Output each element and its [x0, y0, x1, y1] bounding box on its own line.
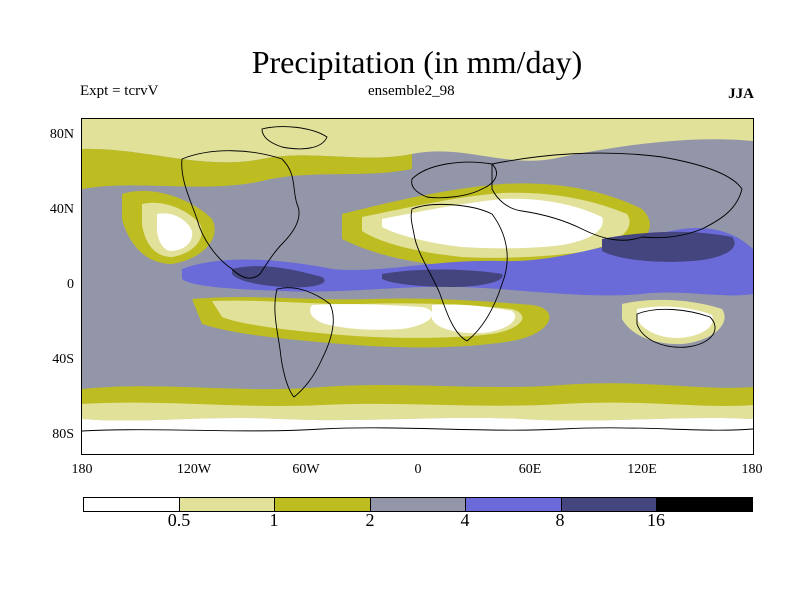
greenland-coast — [261, 126, 328, 150]
south-america-coast — [274, 287, 334, 398]
map-canvas — [82, 119, 753, 454]
precipitation-map — [81, 118, 754, 455]
warm-pool-dark — [602, 231, 735, 262]
x-tick-label: 180 — [71, 462, 93, 477]
y-tick-label: 0 — [67, 277, 74, 292]
colorbar-segment — [179, 498, 276, 511]
npac-white — [156, 213, 193, 251]
europe-coast — [411, 161, 497, 199]
sa-white — [310, 304, 433, 330]
x-tick-label: 0 — [414, 462, 422, 477]
southern-ocean-light — [82, 402, 753, 421]
y-tick-label: 80S — [52, 427, 74, 442]
itcz-band — [182, 228, 753, 296]
colorbar-label: 16 — [647, 510, 665, 530]
y-tick-label: 40N — [49, 202, 74, 217]
ensemble-label: ensemble2_98 — [368, 83, 455, 99]
australia-coast — [636, 308, 716, 348]
map-title: Precipitation (in mm/day) — [251, 44, 583, 80]
season-label: JJA — [728, 86, 754, 102]
colorbar-segment — [84, 498, 180, 511]
colorbar-label: 2 — [365, 510, 375, 530]
colorbar-label: 8 — [555, 510, 565, 530]
colorbar — [83, 497, 753, 512]
x-tick-label: 120E — [627, 462, 657, 477]
colorbar-segment — [275, 498, 371, 511]
colorbar-label: 0.5 — [167, 510, 191, 530]
x-tick-label: 120W — [176, 462, 212, 477]
experiment-label: Expt = tcrvV — [80, 83, 159, 99]
coastlines — [82, 126, 753, 432]
africa-coast — [410, 203, 508, 342]
colorbar-label: 4 — [460, 510, 470, 530]
sahara-white — [382, 198, 603, 249]
x-tick-label: 60W — [292, 462, 320, 477]
y-tick-label: 40S — [52, 352, 74, 367]
y-tick-label: 80N — [49, 127, 74, 142]
asia-coast — [491, 152, 743, 241]
colorbar-segment — [466, 498, 562, 511]
colorbar-segment — [370, 498, 467, 511]
colorbar-label: 1 — [269, 510, 279, 530]
itcz-dark-pacific — [232, 266, 325, 288]
north-america-coast — [181, 150, 300, 279]
x-tick-label: 60E — [518, 462, 542, 477]
colorbar-segment — [657, 498, 753, 511]
north-band — [82, 148, 412, 189]
itcz-dark-atlantic — [382, 269, 503, 287]
x-tick-label: 180 — [741, 462, 763, 477]
australia-white — [637, 306, 713, 338]
antarctica-coast — [82, 427, 753, 432]
antarctica-zone — [82, 417, 753, 454]
colorbar-segment — [561, 498, 658, 511]
